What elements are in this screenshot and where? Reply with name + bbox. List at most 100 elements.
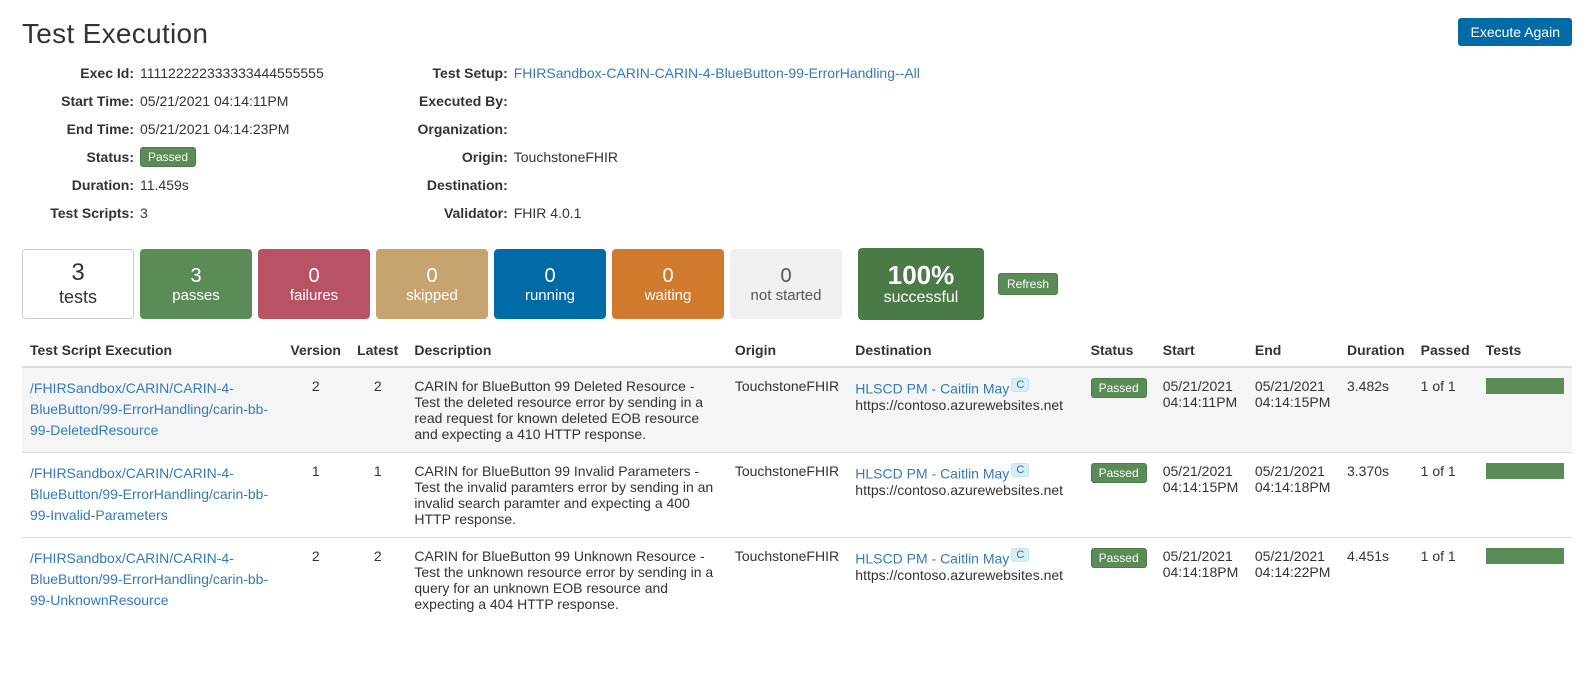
- cell-origin: TouchstoneFHIR: [727, 453, 847, 538]
- results-table: Test Script Execution Version Latest Des…: [22, 334, 1572, 622]
- table-row: /FHIRSandbox/CARIN/CARIN-4-BlueButton/99…: [22, 453, 1572, 538]
- col-script: Test Script Execution: [22, 334, 282, 367]
- col-destination: Destination: [847, 334, 1082, 367]
- destination-label: Destination:: [404, 177, 514, 193]
- cell-status: Passed: [1083, 453, 1155, 538]
- test-setup-link[interactable]: FHIRSandbox-CARIN-CARIN-4-BlueButton-99-…: [514, 65, 920, 81]
- refresh-button[interactable]: Refresh: [998, 273, 1058, 295]
- validator-value: FHIR 4.0.1: [514, 205, 582, 221]
- tile-tests[interactable]: 3 tests: [22, 249, 134, 319]
- cell-tests-bar: [1478, 367, 1572, 453]
- cell-version: 1: [282, 453, 349, 538]
- pass-bar: [1486, 378, 1564, 394]
- cell-start: 05/21/2021 04:14:11PM: [1155, 367, 1247, 453]
- cell-start: 05/21/2021 04:14:15PM: [1155, 453, 1247, 538]
- cell-end: 05/21/2021 04:14:22PM: [1247, 538, 1339, 623]
- destination-url: https://contoso.azurewebsites.net: [855, 397, 1063, 413]
- end-time-value: 05/21/2021 04:14:23PM: [140, 121, 289, 137]
- cell-duration: 3.482s: [1339, 367, 1413, 453]
- cell-version: 2: [282, 367, 349, 453]
- col-version: Version: [282, 334, 349, 367]
- tile-not-started-count: 0: [780, 265, 791, 287]
- destination-badge: C: [1011, 463, 1029, 477]
- validator-label: Validator:: [404, 205, 514, 221]
- cell-origin: TouchstoneFHIR: [727, 367, 847, 453]
- destination-url: https://contoso.azurewebsites.net: [855, 482, 1063, 498]
- table-row: /FHIRSandbox/CARIN/CARIN-4-BlueButton/99…: [22, 538, 1572, 623]
- pass-bar: [1486, 463, 1564, 479]
- cell-start: 05/21/2021 04:14:18PM: [1155, 538, 1247, 623]
- cell-end: 05/21/2021 04:14:18PM: [1247, 453, 1339, 538]
- script-link[interactable]: /FHIRSandbox/CARIN/CARIN-4-BlueButton/99…: [30, 550, 268, 608]
- duration-value: 11.459s: [140, 177, 189, 193]
- cell-version: 2: [282, 538, 349, 623]
- destination-url: https://contoso.azurewebsites.net: [855, 567, 1063, 583]
- tile-not-started-label: not started: [751, 287, 822, 304]
- status-badge: Passed: [1091, 378, 1147, 398]
- pass-bar: [1486, 548, 1564, 564]
- tile-running-count: 0: [544, 265, 555, 287]
- col-duration: Duration: [1339, 334, 1413, 367]
- executed-by-label: Executed By:: [404, 93, 514, 109]
- tile-passes-label: passes: [172, 287, 220, 304]
- tile-failures[interactable]: 0 failures: [258, 249, 370, 319]
- tile-running[interactable]: 0 running: [494, 249, 606, 319]
- destination-link[interactable]: HLSCD PM - Caitlin May: [855, 381, 1009, 397]
- tile-success: 100% successful: [858, 248, 984, 320]
- cell-passed: 1 of 1: [1413, 538, 1478, 623]
- script-link[interactable]: /FHIRSandbox/CARIN/CARIN-4-BlueButton/99…: [30, 380, 268, 438]
- cell-destination: HLSCD PM - Caitlin MayChttps://contoso.a…: [847, 367, 1082, 453]
- duration-label: Duration:: [22, 177, 140, 193]
- cell-duration: 3.370s: [1339, 453, 1413, 538]
- script-link[interactable]: /FHIRSandbox/CARIN/CARIN-4-BlueButton/99…: [30, 465, 268, 523]
- destination-link[interactable]: HLSCD PM - Caitlin May: [855, 466, 1009, 482]
- end-time-label: End Time:: [22, 121, 140, 137]
- tile-tests-count: 3: [71, 260, 84, 286]
- tile-waiting-count: 0: [662, 265, 673, 287]
- tile-skipped[interactable]: 0 skipped: [376, 249, 488, 319]
- status-label: Status:: [22, 149, 140, 165]
- origin-label: Origin:: [404, 149, 514, 165]
- cell-description: CARIN for BlueButton 99 Invalid Paramete…: [406, 453, 726, 538]
- cell-end: 05/21/2021 04:14:15PM: [1247, 367, 1339, 453]
- tile-failures-label: failures: [290, 287, 338, 304]
- col-start: Start: [1155, 334, 1247, 367]
- tile-running-label: running: [525, 287, 575, 304]
- col-status: Status: [1083, 334, 1155, 367]
- tile-skipped-count: 0: [426, 265, 437, 287]
- status-badge: Passed: [140, 147, 196, 167]
- tile-not-started[interactable]: 0 not started: [730, 249, 842, 319]
- cell-latest: 2: [349, 367, 406, 453]
- cell-status: Passed: [1083, 538, 1155, 623]
- test-scripts-value: 3: [140, 205, 148, 221]
- col-latest: Latest: [349, 334, 406, 367]
- execute-again-button[interactable]: Execute Again: [1458, 18, 1572, 46]
- cell-latest: 2: [349, 538, 406, 623]
- cell-description: CARIN for BlueButton 99 Deleted Resource…: [406, 367, 726, 453]
- tile-success-label: successful: [884, 289, 959, 307]
- col-tests: Tests: [1478, 334, 1572, 367]
- tile-tests-label: tests: [59, 287, 97, 308]
- cell-description: CARIN for BlueButton 99 Unknown Resource…: [406, 538, 726, 623]
- tile-failures-count: 0: [308, 265, 319, 287]
- destination-link[interactable]: HLSCD PM - Caitlin May: [855, 551, 1009, 567]
- cell-destination: HLSCD PM - Caitlin MayChttps://contoso.a…: [847, 453, 1082, 538]
- start-time-value: 05/21/2021 04:14:11PM: [140, 93, 288, 109]
- status-badge: Passed: [1091, 463, 1147, 483]
- test-setup-label: Test Setup:: [404, 65, 514, 81]
- tile-waiting[interactable]: 0 waiting: [612, 249, 724, 319]
- tile-passes[interactable]: 3 passes: [140, 249, 252, 319]
- tile-passes-count: 3: [190, 265, 201, 287]
- destination-badge: C: [1011, 548, 1029, 562]
- cell-status: Passed: [1083, 367, 1155, 453]
- cell-duration: 4.451s: [1339, 538, 1413, 623]
- cell-latest: 1: [349, 453, 406, 538]
- tile-success-pct: 100%: [888, 261, 955, 290]
- col-description: Description: [406, 334, 726, 367]
- status-badge: Passed: [1091, 548, 1147, 568]
- tile-skipped-label: skipped: [406, 287, 458, 304]
- cell-passed: 1 of 1: [1413, 453, 1478, 538]
- cell-passed: 1 of 1: [1413, 367, 1478, 453]
- cell-destination: HLSCD PM - Caitlin MayChttps://contoso.a…: [847, 538, 1082, 623]
- origin-value: TouchstoneFHIR: [514, 149, 618, 165]
